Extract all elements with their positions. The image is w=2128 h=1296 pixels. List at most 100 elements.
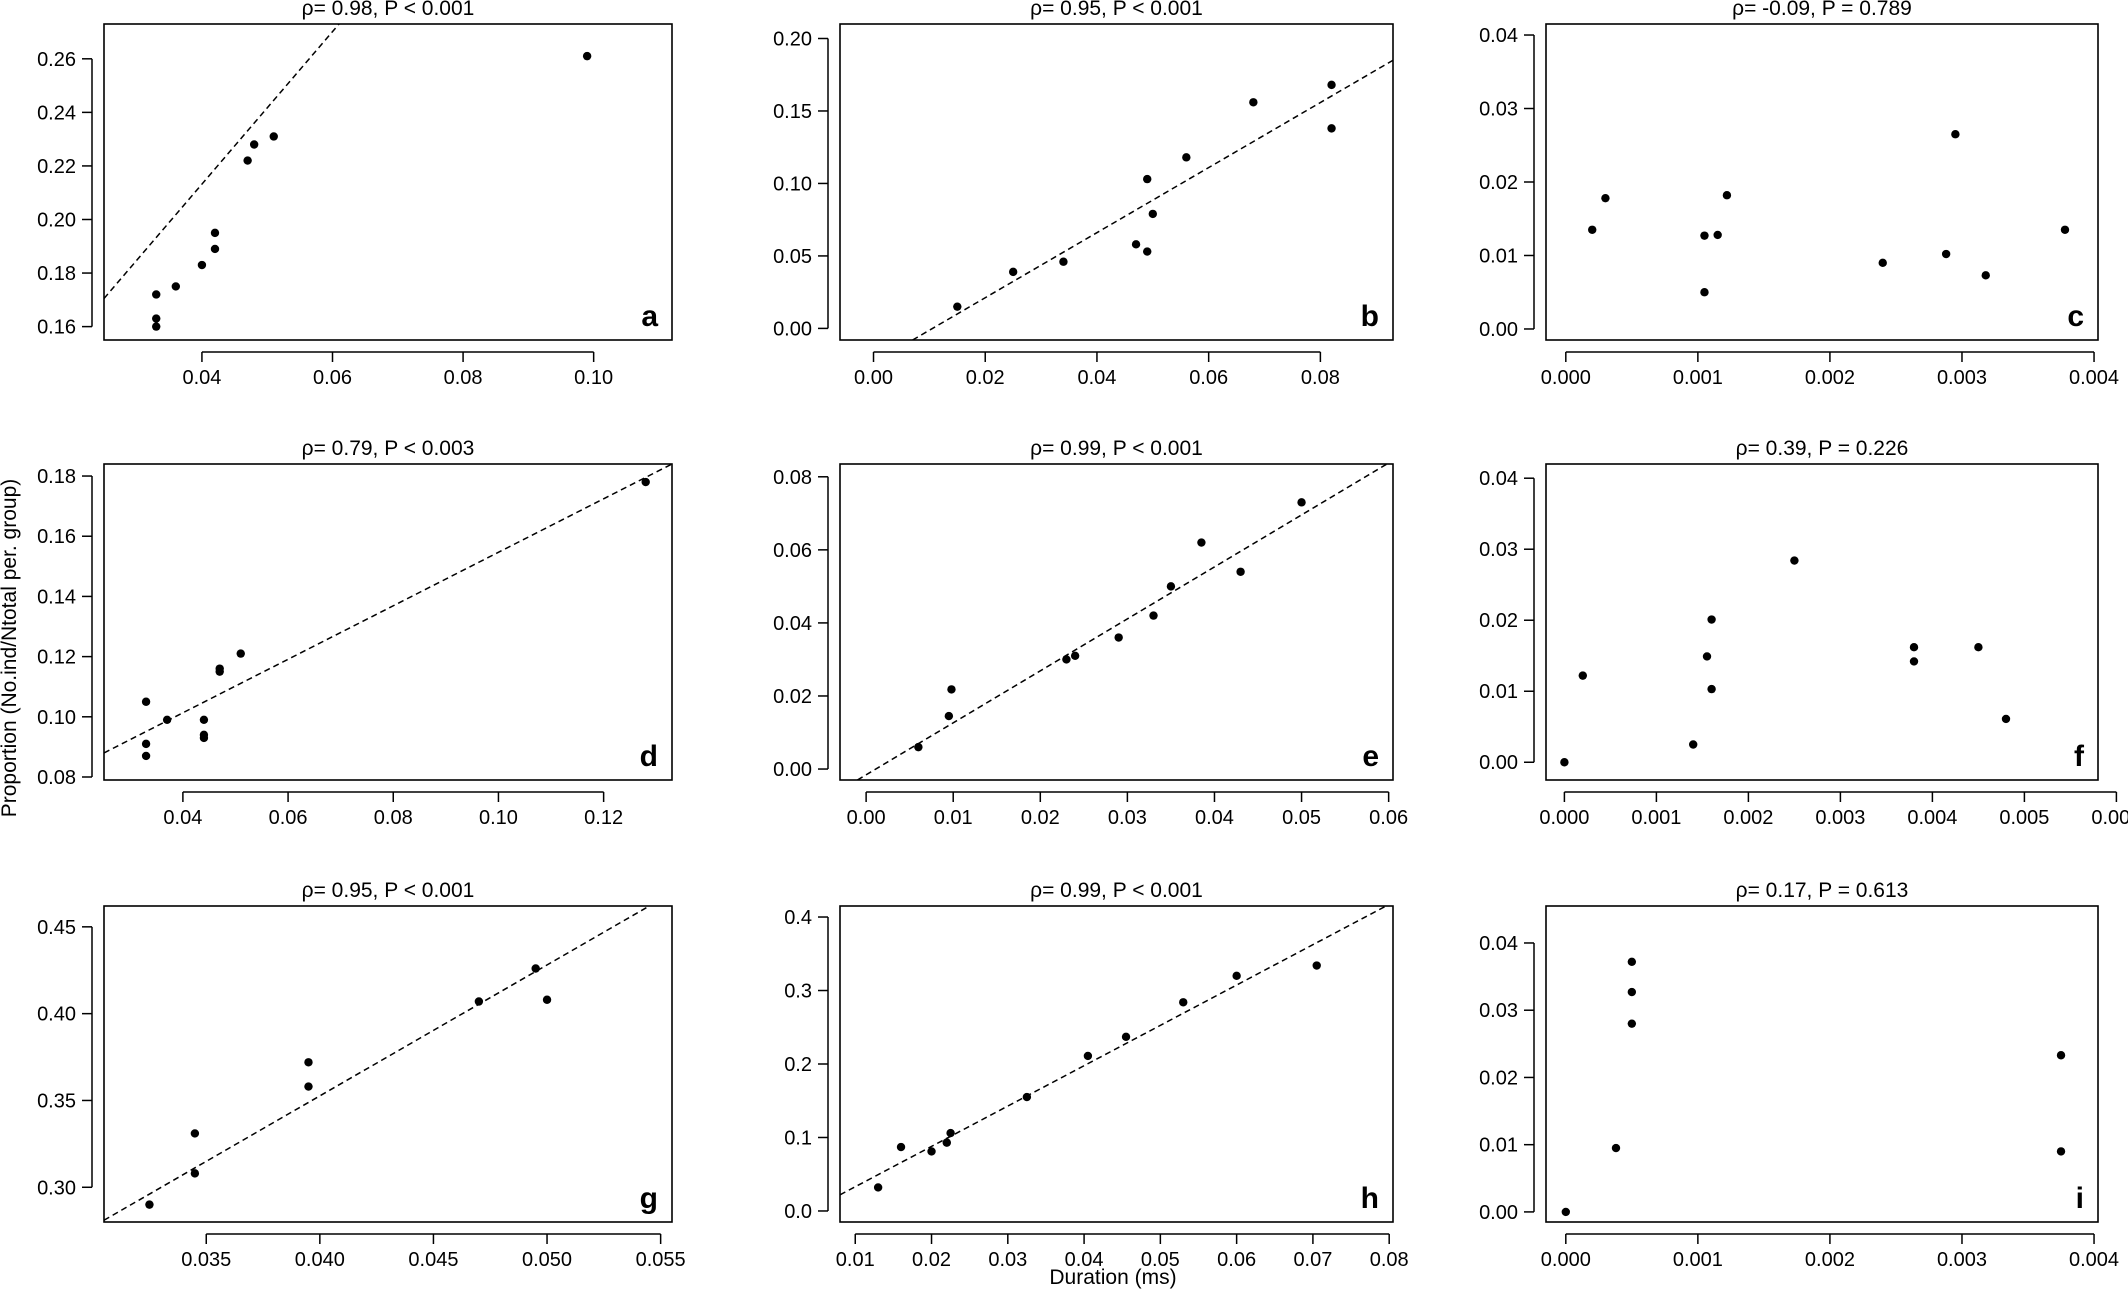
data-point [1707, 615, 1716, 624]
y-tick-label: 0.14 [37, 586, 76, 608]
data-point [304, 1082, 313, 1091]
panel-letter: e [1362, 740, 1379, 773]
y-axis: 0.16 0.18 0.20 0.22 0.24 0.26 [37, 49, 93, 339]
data-point [197, 260, 207, 270]
data-point [1611, 1143, 1621, 1153]
data-point [1062, 655, 1071, 664]
x-tick-label: 0.04 [1077, 367, 1116, 389]
y-tick-label: 0.05 [773, 246, 812, 268]
regression-line [912, 59, 1393, 340]
data-point [1114, 633, 1123, 642]
y-tick-label: 0.01 [1479, 1135, 1518, 1157]
y-tick-label: 0.20 [37, 209, 76, 231]
data-point [1951, 130, 1960, 139]
data-point [171, 282, 181, 291]
data-point [2056, 1051, 2066, 1060]
data-point [1232, 971, 1241, 981]
data-point [1627, 957, 1637, 967]
x-tick-label: 0.08 [1370, 1249, 1409, 1271]
x-axis: 0.00 0.01 0.02 0.03 0.04 0.05 0.06 [847, 791, 1408, 829]
data-point [1149, 611, 1158, 620]
y-tick-label: 0.10 [37, 707, 76, 729]
y-tick-label: 0.45 [37, 917, 76, 939]
data-point [2001, 714, 2011, 724]
y-tick-label: 0.00 [773, 318, 812, 340]
data-point [141, 739, 151, 749]
data-point [1297, 498, 1306, 507]
y-tick-label: 0.20 [773, 28, 812, 50]
data-point [2056, 1147, 2066, 1156]
x-axis: 0.000 0.001 0.002 0.003 0.004 0.005 0.006 [1539, 791, 2128, 829]
data-point [942, 1138, 951, 1147]
y-tick-label: 0.4 [784, 907, 812, 929]
x-tick-label: 0.001 [1673, 367, 1723, 389]
panel-title: ρ= 0.99, P < 0.001 [1030, 879, 1203, 902]
y-tick-label: 0.08 [773, 467, 812, 489]
x-tick-label: 0.02 [912, 1249, 951, 1271]
data-point [474, 997, 484, 1006]
y-tick-label: 0.35 [37, 1090, 76, 1112]
y-axis: 0.00 0.02 0.04 0.06 0.08 [773, 467, 829, 781]
data-point [914, 742, 923, 752]
y-tick-label: 0.12 [37, 647, 76, 669]
data-point [1083, 1051, 1093, 1061]
x-tick-label: 0.08 [444, 367, 483, 389]
data-points [145, 964, 552, 1209]
data-points [1588, 130, 2070, 297]
data-point [141, 751, 151, 761]
x-tick-label: 0.04 [163, 807, 202, 829]
x-tick-label: 0.055 [636, 1249, 686, 1271]
data-point [215, 667, 224, 676]
x-tick-label: 0.002 [1805, 1249, 1855, 1271]
y-tick-label: 0.02 [1479, 172, 1518, 194]
y-tick-label: 0.1 [784, 1127, 812, 1149]
x-tick-label: 0.002 [1723, 807, 1773, 829]
x-tick-label: 0.12 [584, 807, 623, 829]
x-tick-label: 0.03 [1108, 807, 1147, 829]
data-point [1197, 538, 1206, 547]
x-tick-label: 0.04 [1065, 1249, 1104, 1271]
x-tick-label: 0.006 [2091, 807, 2128, 829]
data-points [152, 51, 592, 331]
y-tick-label: 0.01 [1479, 681, 1518, 703]
data-point [1143, 174, 1152, 184]
data-points [873, 961, 1321, 1192]
x-tick-label: 0.003 [1937, 1249, 1987, 1271]
y-tick-label: 0.00 [1479, 752, 1518, 774]
data-point [269, 132, 278, 141]
data-point [243, 156, 252, 165]
x-tick-label: 0.06 [1217, 1249, 1256, 1271]
data-point [1627, 987, 1637, 997]
data-point [1143, 247, 1152, 256]
data-point [1941, 249, 1951, 259]
x-tick-label: 0.00 [854, 367, 893, 389]
regression-line [857, 464, 1389, 780]
x-tick-label: 0.035 [181, 1249, 231, 1271]
x-tick-label: 0.005 [1999, 807, 2049, 829]
y-axis: 0.00 0.01 0.02 0.03 0.04 [1479, 25, 1535, 341]
y-tick-label: 0.10 [773, 173, 812, 195]
data-point [1588, 225, 1597, 234]
data-point [947, 685, 956, 694]
y-tick-label: 0.30 [37, 1177, 76, 1199]
x-tick-label: 0.10 [479, 807, 518, 829]
x-tick-label: 0.06 [1189, 367, 1228, 389]
panel-letter: g [640, 1182, 658, 1215]
x-tick-label: 0.08 [1301, 367, 1340, 389]
x-tick-label: 0.06 [1369, 807, 1408, 829]
x-tick-label: 0.04 [182, 367, 221, 389]
y-axis: 0.08 0.10 0.12 0.14 0.16 0.18 [37, 466, 93, 789]
data-point [1312, 961, 1321, 970]
y-axis: 0.0 0.1 0.2 0.3 0.4 [784, 907, 829, 1223]
x-tick-label: 0.06 [269, 807, 308, 829]
x-tick-label: 0.004 [1907, 807, 1957, 829]
panel-title: ρ= 0.95, P < 0.001 [302, 879, 475, 902]
data-point [1689, 740, 1698, 749]
data-point [1722, 191, 1732, 200]
